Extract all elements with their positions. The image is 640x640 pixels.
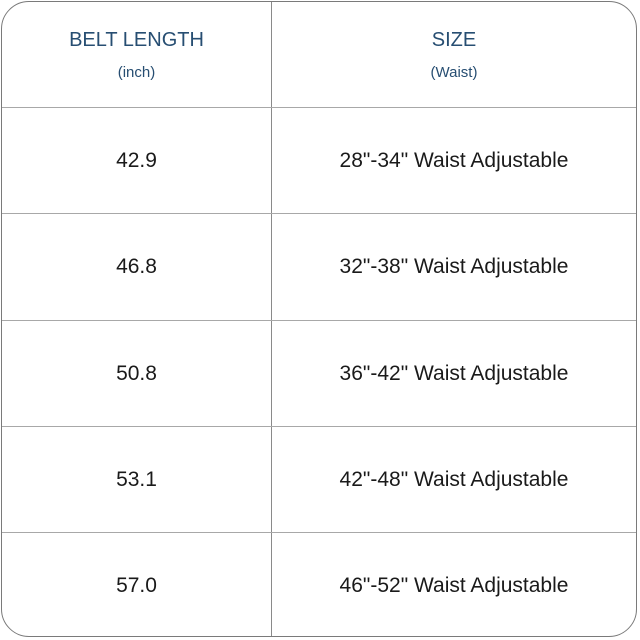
table-row: 53.1 42"-48" Waist Adjustable	[2, 426, 636, 533]
header-title: BELT LENGTH	[69, 29, 204, 51]
belt-length-value: 53.1	[116, 468, 157, 491]
belt-length-value: 42.9	[116, 149, 157, 172]
size-value: 32"-38" Waist Adjustable	[339, 255, 569, 278]
size-value: 42"-48" Waist Adjustable	[339, 468, 569, 491]
belt-length-value: 46.8	[116, 255, 157, 278]
table-row: 50.8 36"-42" Waist Adjustable	[2, 320, 636, 427]
header-title: SIZE	[431, 29, 477, 51]
header-subtitle: (Waist)	[430, 64, 478, 81]
table-row: 42.9 28"-34" Waist Adjustable	[2, 107, 636, 214]
header-subtitle: (inch)	[117, 64, 156, 81]
size-value: 36"-42" Waist Adjustable	[339, 362, 569, 385]
table-row: 46.8 32"-38" Waist Adjustable	[2, 213, 636, 320]
belt-length-value: 57.0	[116, 573, 157, 597]
belt-length-value: 50.8	[116, 362, 157, 385]
table-row: 57.0 46"-52" Waist Adjustable	[2, 532, 636, 636]
size-value: 46"-52" Waist Adjustable	[339, 573, 569, 597]
size-value: 28"-34" Waist Adjustable	[339, 149, 569, 172]
header-size: SIZE (Waist)	[272, 2, 636, 108]
header-belt-length: BELT LENGTH (inch)	[2, 2, 272, 108]
table-header: BELT LENGTH (inch) SIZE (Waist)	[2, 2, 636, 108]
